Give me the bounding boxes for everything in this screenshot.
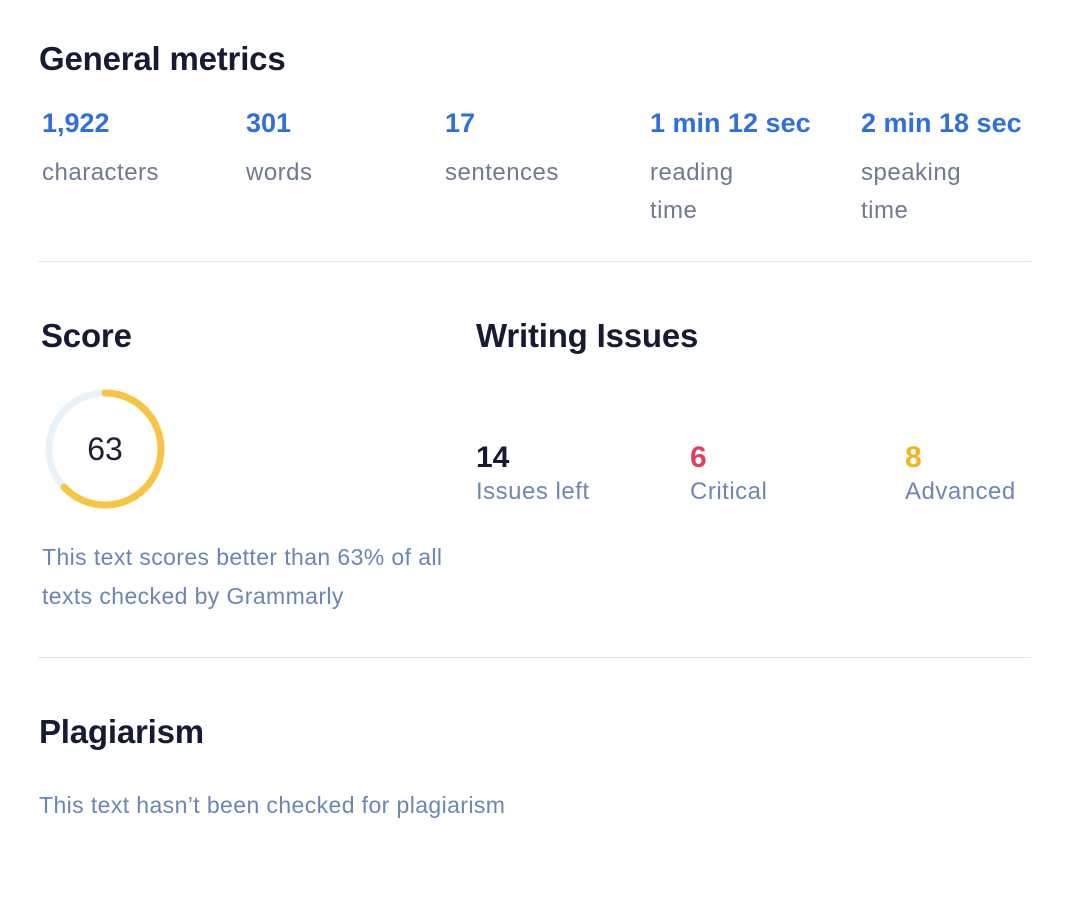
general-metrics-title: General metrics (39, 40, 286, 77)
metric-value: 1,922 (42, 108, 110, 138)
metric-value: 301 (246, 108, 292, 138)
metric-value: 17 (445, 108, 476, 138)
issue-label: Critical (690, 478, 768, 505)
issue-label: Advanced (905, 478, 1016, 505)
score-value: 63 (87, 430, 123, 467)
issue-label: Issues left (476, 478, 590, 505)
metric-characters: 1,922 characters (42, 108, 159, 192)
metric-label: sentences (445, 159, 559, 186)
score-ring (45, 389, 165, 509)
metric-value: 1 min 12 sec (650, 108, 811, 138)
score-ring-progress (45, 389, 165, 509)
metric-value: 2 min 18 sec (861, 108, 1022, 138)
score-title: Score (41, 317, 132, 354)
issue-critical: 6 Critical (690, 440, 767, 506)
issue-value: 14 (476, 441, 510, 474)
score-description: This text scores better than 63% of all … (42, 544, 443, 609)
metric-label: speaking time (861, 159, 962, 224)
issue-value: 8 (905, 441, 922, 474)
metric-speaking-time: 2 min 18 sec speaking time (861, 108, 1022, 230)
divider (38, 657, 1031, 658)
metric-reading-time: 1 min 12 sec reading time (650, 108, 811, 230)
divider (38, 261, 1031, 262)
plagiarism-description: This text hasn’t been checked for plagia… (39, 792, 506, 818)
plagiarism-title: Plagiarism (39, 713, 204, 750)
metric-label: reading time (650, 159, 734, 224)
metric-words: 301 words (246, 108, 313, 192)
issue-value: 6 (690, 441, 707, 474)
metric-label: characters (42, 159, 160, 186)
issue-issues-left: 14 Issues left (476, 440, 590, 506)
issue-advanced: 8 Advanced (905, 440, 1016, 506)
writing-issues-title: Writing Issues (476, 317, 699, 354)
metric-label: words (246, 159, 313, 186)
metric-sentences: 17 sentences (445, 108, 559, 192)
